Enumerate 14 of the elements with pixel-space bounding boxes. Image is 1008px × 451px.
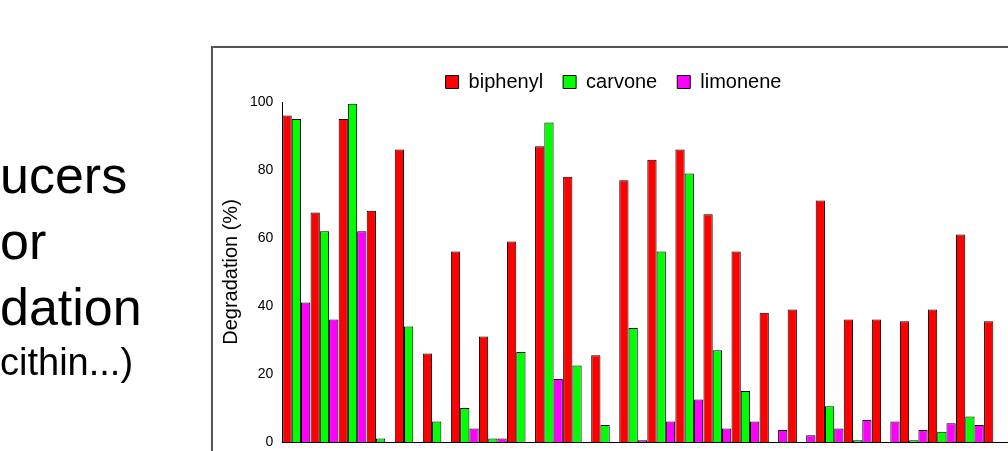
y-tick-label: 20 (257, 364, 274, 381)
text: cithin...) (0, 340, 135, 384)
text: ucers (0, 145, 129, 206)
text: or (0, 211, 48, 272)
y-tick-label: 100 (250, 92, 274, 109)
y-tick-label: 80 (257, 160, 274, 177)
legend-label: limonene (700, 69, 782, 92)
legend-label: carvone (586, 69, 658, 92)
y-tick-label: 60 (257, 228, 274, 245)
legend-label: biphenyl (468, 69, 544, 92)
y-axis-title: Degradation (%) (218, 199, 241, 345)
y-tick-label: 40 (257, 296, 274, 313)
y-tick-label: 0 (265, 432, 274, 449)
text: dation (0, 277, 142, 338)
